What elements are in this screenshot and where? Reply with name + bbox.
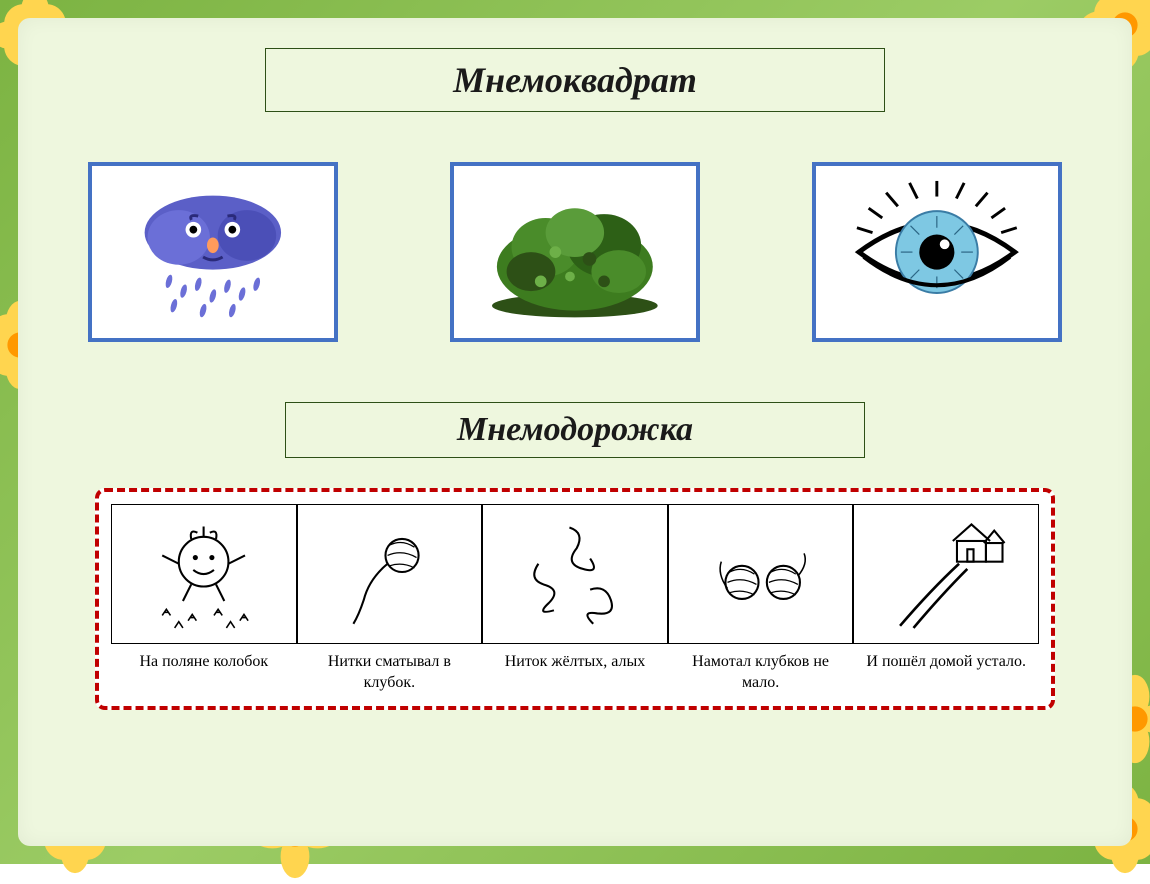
eye-icon [834, 179, 1040, 325]
page-title: Мнемоквадрат [453, 60, 697, 100]
subtitle-box: Мнемодорожка [285, 402, 865, 458]
title-box: Мнемоквадрат [265, 48, 885, 112]
mnemosquares-row [58, 162, 1092, 342]
track-cell: Ниток жёлтых, алых [482, 504, 668, 694]
square-eye [812, 162, 1062, 342]
track-img-yarnballs [668, 504, 854, 644]
track-caption: Ниток жёлтых, алых [501, 644, 650, 673]
track-caption: И пошёл домой устало. [862, 644, 1030, 673]
track-img-yarn [297, 504, 483, 644]
slide-frame: Мнемоквадрат [0, 0, 1150, 864]
mnemotrack-container: На поляне колобок Нитки сматывал в клубо… [95, 488, 1055, 710]
track-caption: Намотал клубков не мало. [668, 644, 854, 694]
track-cell: На поляне колобок [111, 504, 297, 694]
square-rain-cloud [88, 162, 338, 342]
content-panel: Мнемоквадрат [18, 18, 1132, 846]
track-cell: Нитки сматывал в клубок. [297, 504, 483, 694]
track-cell: Намотал клубков не мало. [668, 504, 854, 694]
track-img-kolobok [111, 504, 297, 644]
track-caption: На поляне колобок [135, 644, 272, 673]
track-img-threads [482, 504, 668, 644]
track-caption: Нитки сматывал в клубок. [297, 644, 483, 694]
bush-icon [472, 179, 678, 325]
track-cell: И пошёл домой устало. [853, 504, 1039, 694]
square-bush [450, 162, 700, 342]
subtitle: Мнемодорожка [457, 411, 693, 448]
rain-cloud-icon [110, 179, 316, 325]
track-img-home [853, 504, 1039, 644]
mnemotrack: На поляне колобок Нитки сматывал в клубо… [111, 504, 1039, 694]
